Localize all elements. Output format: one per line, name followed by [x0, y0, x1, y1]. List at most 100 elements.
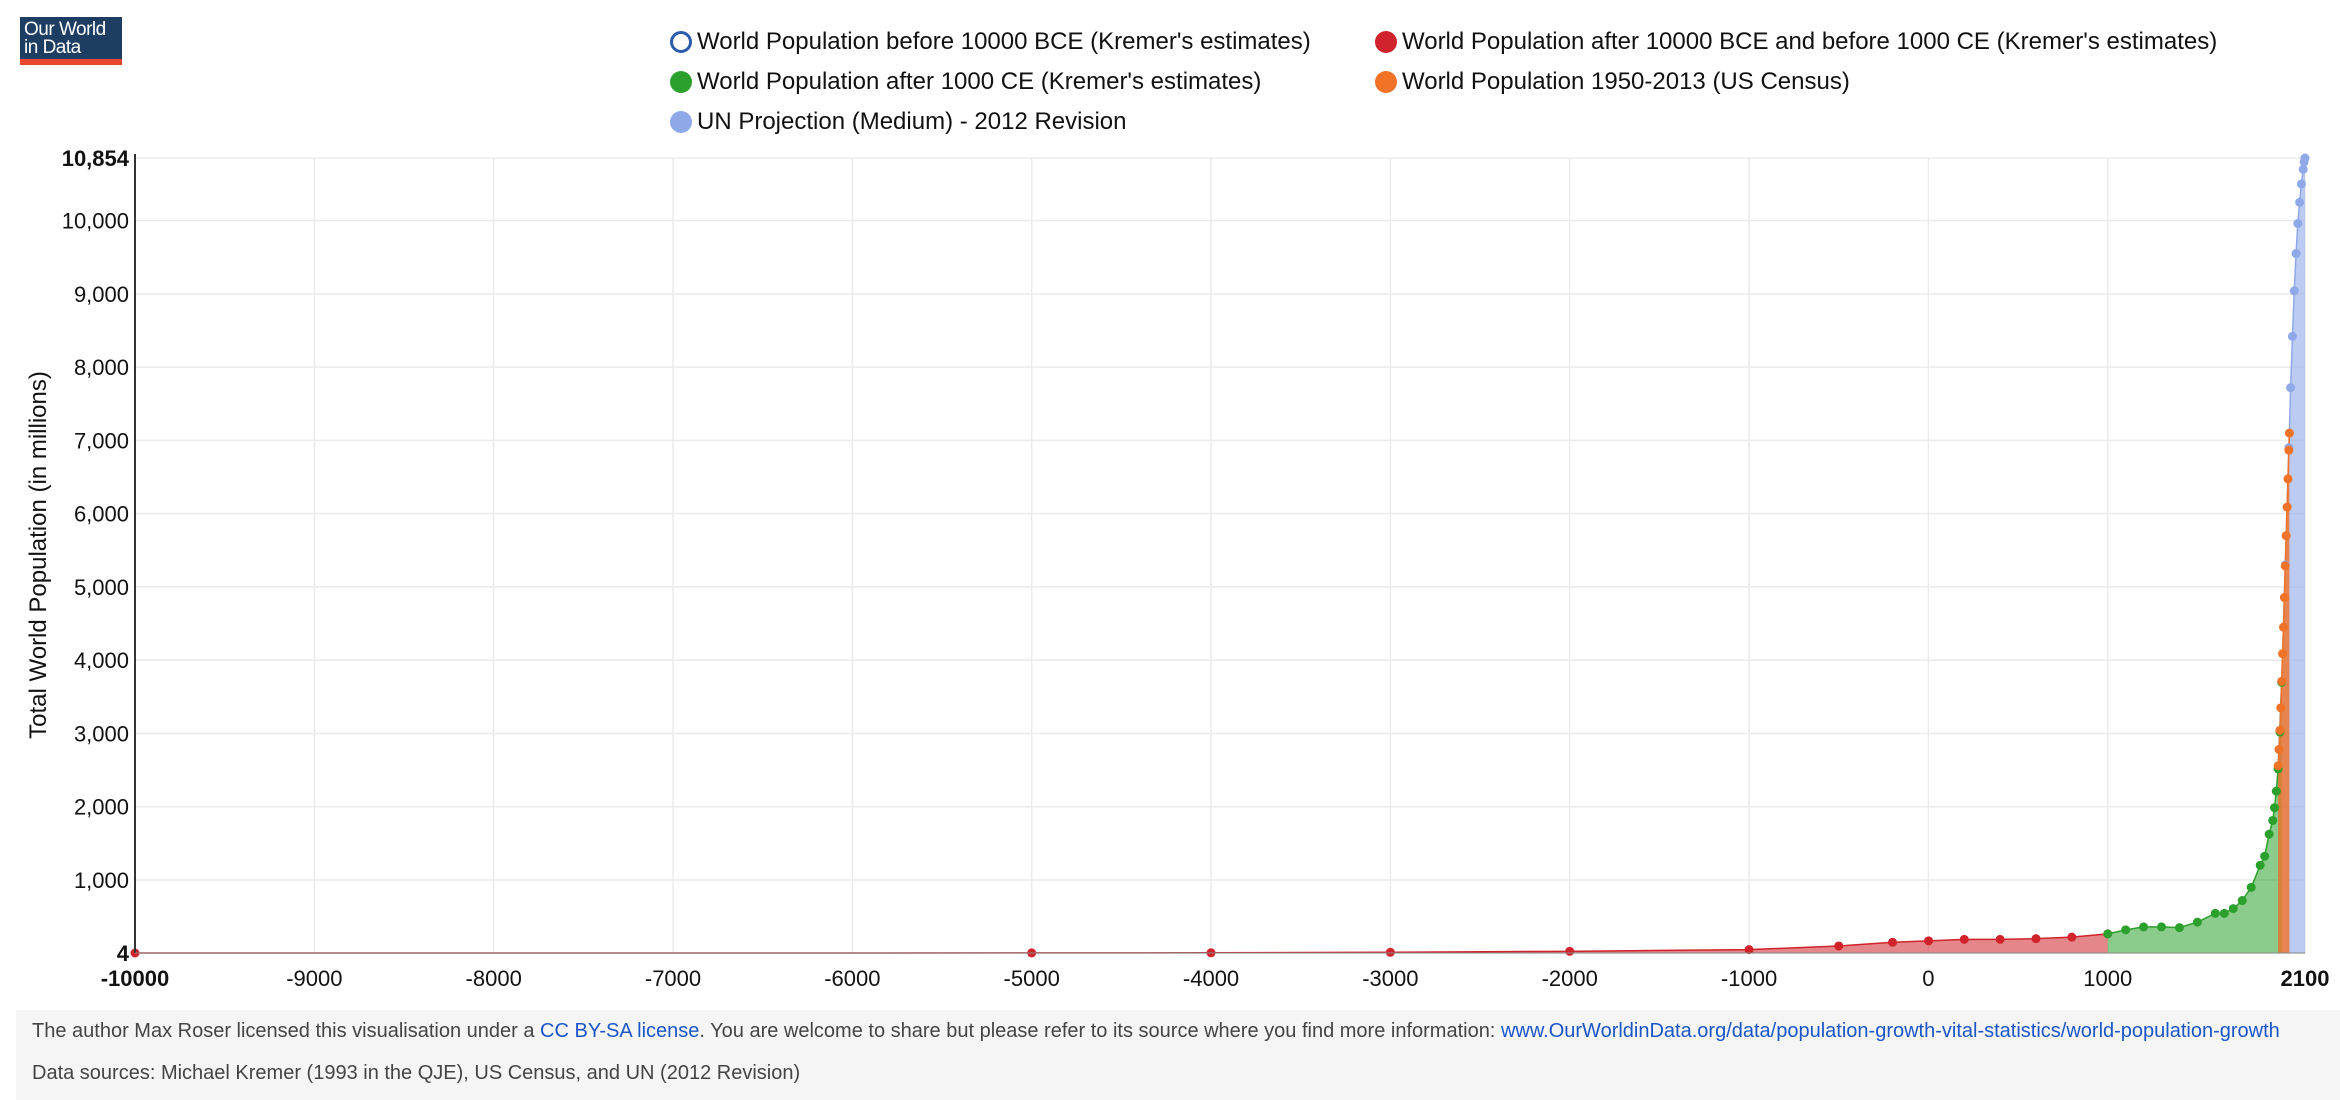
x-tick-label: -10000	[101, 966, 170, 991]
data-point	[1744, 945, 1754, 955]
data-point	[2284, 445, 2294, 455]
data-point	[2276, 703, 2286, 713]
x-tick-label: -3000	[1362, 966, 1418, 991]
x-tick-label: -8000	[466, 966, 522, 991]
legend-marker-icon	[670, 71, 692, 93]
data-point	[2260, 851, 2270, 861]
legend-label: UN Projection (Medium) - 2012 Revision	[697, 108, 1127, 135]
x-tick-label: -2000	[1542, 966, 1598, 991]
chart-areas	[134, 157, 2306, 954]
data-point	[2300, 153, 2310, 163]
data-point	[2268, 815, 2278, 825]
y-tick-label: 10,000	[62, 209, 129, 234]
data-point	[2264, 829, 2274, 839]
data-point	[2282, 502, 2292, 512]
data-point	[1888, 937, 1898, 947]
data-point	[2246, 882, 2256, 892]
license-link[interactable]: CC BY-SA license	[540, 1020, 700, 1042]
owid-logo: Our World in Data	[20, 17, 122, 65]
data-point	[2121, 925, 2131, 935]
x-tick-label: 1000	[2083, 966, 2132, 991]
license-middle: . You are welcome to share but please re…	[699, 1020, 1501, 1042]
data-point	[2291, 249, 2301, 259]
x-tick-label: 2100	[2281, 966, 2330, 991]
series-area	[135, 933, 2108, 953]
data-point	[2157, 922, 2167, 932]
y-tick-label: 9,000	[74, 282, 129, 307]
x-tick-label: -1000	[1721, 966, 1777, 991]
data-point	[2237, 896, 2247, 906]
data-point	[1834, 941, 1844, 951]
data-point	[2103, 929, 2113, 939]
x-tick-label: -5000	[1004, 966, 1060, 991]
legend-marker-icon	[1375, 31, 1397, 53]
logo-line1: Our World	[24, 19, 106, 40]
y-tick-label: 8,000	[74, 355, 129, 380]
x-tick-label: 0	[1922, 966, 1934, 991]
legend-label: World Population 1950-2013 (US Census)	[1402, 68, 1850, 95]
data-point	[2286, 383, 2296, 393]
data-point	[2289, 286, 2299, 296]
data-point	[2277, 676, 2287, 686]
data-point	[1995, 934, 2005, 944]
license-prefix: The author Max Roser licensed this visua…	[32, 1020, 541, 1042]
data-point	[2219, 908, 2229, 918]
data-point	[2255, 860, 2265, 870]
y-axis-label: Total World Population (in millions)	[25, 371, 52, 739]
legend-item-after-1000ce[interactable]: World Population after 1000 CE (Kremer's…	[670, 68, 1261, 96]
data-sources-text: Data sources: Michael Kremer (1993 in th…	[32, 1062, 801, 1084]
population-chart: -10000 -9000 -8000 -7000 -6000 -5000 -4000 -300…	[25, 146, 2330, 991]
x-tick-label: -7000	[645, 966, 701, 991]
data-point	[2278, 649, 2288, 659]
source-link[interactable]: www.OurWorldinData.org/data/population-g…	[1500, 1020, 2280, 1042]
chart-points	[130, 153, 2310, 958]
data-point	[2287, 331, 2297, 341]
legend-label: World Population after 1000 CE (Kremer's…	[697, 68, 1262, 95]
y-tick-label: 10,854	[62, 146, 130, 171]
y-tick-label: 3,000	[74, 721, 129, 746]
y-tick-label: 5,000	[74, 575, 129, 600]
y-tick-label: 7,000	[74, 428, 129, 453]
data-point	[2192, 917, 2202, 927]
data-point	[2283, 474, 2293, 484]
data-point	[2284, 428, 2294, 438]
data-point	[2279, 593, 2289, 603]
data-point	[2174, 923, 2184, 933]
legend-item-un-projection[interactable]: UN Projection (Medium) - 2012 Revision	[670, 108, 1127, 136]
data-point	[2271, 786, 2281, 796]
legend-item-before-10000bce[interactable]: World Population before 10000 BCE (Kreme…	[670, 28, 1311, 56]
data-point	[2067, 932, 2077, 942]
data-point	[2281, 531, 2291, 541]
data-point	[2228, 904, 2238, 914]
y-tick-label: 4	[117, 941, 130, 966]
chart-footer: The author Max Roser licensed this visua…	[16, 1010, 2340, 1100]
data-point	[2270, 803, 2280, 813]
legend-marker-icon	[1375, 71, 1397, 93]
license-text: The author Max Roser licensed this visua…	[32, 1020, 2280, 1043]
legend-marker-icon	[670, 111, 692, 133]
data-point	[2275, 725, 2285, 735]
data-point	[2031, 934, 2041, 944]
data-point	[2296, 179, 2306, 189]
legend-label: World Population before 10000 BCE (Kreme…	[697, 28, 1311, 55]
legend-item-10000bce-1000ce[interactable]: World Population after 10000 BCE and bef…	[1375, 28, 2217, 56]
x-tick-label: -9000	[286, 966, 342, 991]
x-tick-label: -4000	[1183, 966, 1239, 991]
y-tick-label: 4,000	[74, 648, 129, 673]
y-tick-label: 2,000	[74, 795, 129, 820]
data-point	[2293, 219, 2303, 229]
data-point	[1959, 934, 1969, 944]
chart-grid	[134, 157, 2306, 954]
data-point	[2139, 922, 2149, 932]
y-tick-label: 6,000	[74, 502, 129, 527]
data-point	[2274, 744, 2284, 754]
data-point	[1385, 947, 1395, 957]
chart-legend: World Population before 10000 BCE (Kreme…	[670, 28, 2270, 143]
data-point	[2273, 761, 2283, 771]
series-area	[2107, 682, 2282, 953]
data-point	[2280, 561, 2290, 571]
y-tick-label: 1,000	[74, 868, 129, 893]
data-point	[1565, 946, 1575, 956]
legend-item-us-census[interactable]: World Population 1950-2013 (US Census)	[1375, 68, 1850, 96]
legend-marker-icon	[670, 31, 692, 53]
